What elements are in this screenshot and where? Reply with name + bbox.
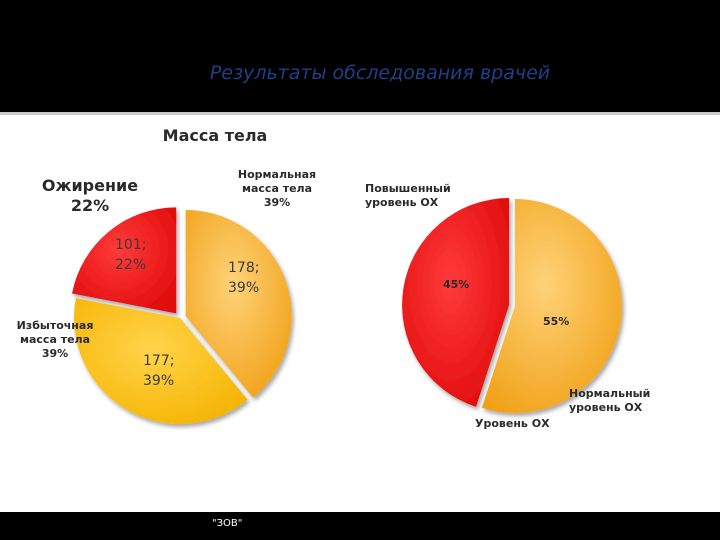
svg-text:Ожирение: Ожирение [42, 176, 138, 195]
ox-level-chart-panel: Повышенный уровень ОХ Нормальный уровень… [355, 115, 720, 512]
svg-text:масса тела: масса тела [20, 333, 90, 346]
data-label-line: 39% [228, 280, 259, 296]
data-label-line: 39% [143, 373, 174, 389]
label-line: Нормальная [238, 168, 316, 181]
svg-text:уровень ОХ: уровень ОХ [569, 401, 643, 414]
label-line: 39% [264, 196, 290, 209]
header-bar [0, 0, 720, 112]
pie-slice-obesity [72, 207, 177, 314]
svg-text:Избыточная: Избыточная [17, 319, 94, 332]
label-line: 22% [71, 196, 109, 215]
slide-title: Результаты обследования врачей [209, 62, 551, 84]
slice-label-overweight: Избыточная масса тела 39% [17, 319, 94, 360]
label-line: Ожирение [42, 176, 138, 195]
slice-label-obesity: Ожирение 22% [42, 176, 138, 215]
label-line: Избыточная [17, 319, 94, 332]
label-line: уровень ОХ [365, 196, 439, 209]
label-line: масса тела [242, 182, 312, 195]
svg-text:Нормальный: Нормальный [569, 387, 650, 400]
label-line: Повышенный [365, 182, 451, 195]
pie-slice-high-ox [402, 198, 510, 407]
body-mass-pie-chart: Масса тела Нормальная масса тела 39% Изб… [17, 126, 316, 425]
label-line: масса тела [20, 333, 90, 346]
svg-text:масса тела: масса тела [242, 182, 312, 195]
chart-footnote: Уровень ОХ [475, 417, 550, 430]
data-label-line: 178; [228, 260, 259, 276]
slice-label-normal-ox: Нормальный уровень ОХ [569, 387, 650, 414]
data-label-obesity: 101; 22% [115, 237, 146, 273]
svg-text:Повышенный: Повышенный [365, 182, 451, 195]
svg-text:уровень ОХ: уровень ОХ [365, 196, 439, 209]
data-label-high-ox: 45% [443, 278, 469, 291]
data-label-normal: 178; 39% [228, 260, 259, 296]
label-line: Нормальный [569, 387, 650, 400]
label-line: 39% [42, 347, 68, 360]
data-label-normal-ox: 55% [543, 315, 569, 328]
footer-label: "ЗОВ" [212, 518, 243, 529]
svg-text:39%: 39% [42, 347, 68, 360]
body-mass-chart-panel: Масса тела Нормальная масса тела 39% Изб… [0, 115, 355, 512]
data-label-overweight: 177; 39% [143, 353, 174, 389]
chart-title: Масса тела [163, 126, 268, 145]
data-label-line: 22% [115, 257, 146, 273]
svg-text:22%: 22% [71, 196, 109, 215]
ox-level-pie-chart: Повышенный уровень ОХ Нормальный уровень… [365, 182, 650, 430]
pie-slice-normal-ox [481, 199, 622, 414]
svg-text:Нормальная: Нормальная [238, 168, 316, 181]
data-label-line: 177; [143, 353, 174, 369]
pie-slice-overweight [73, 298, 248, 425]
pie-slice-normal-weight [185, 209, 292, 398]
data-label-line: 101; [115, 237, 146, 253]
slice-label-high-ox: Повышенный уровень ОХ [365, 182, 451, 209]
svg-text:39%: 39% [264, 196, 290, 209]
slice-label-normal: Нормальная масса тела 39% [238, 168, 316, 209]
label-line: уровень ОХ [569, 401, 643, 414]
